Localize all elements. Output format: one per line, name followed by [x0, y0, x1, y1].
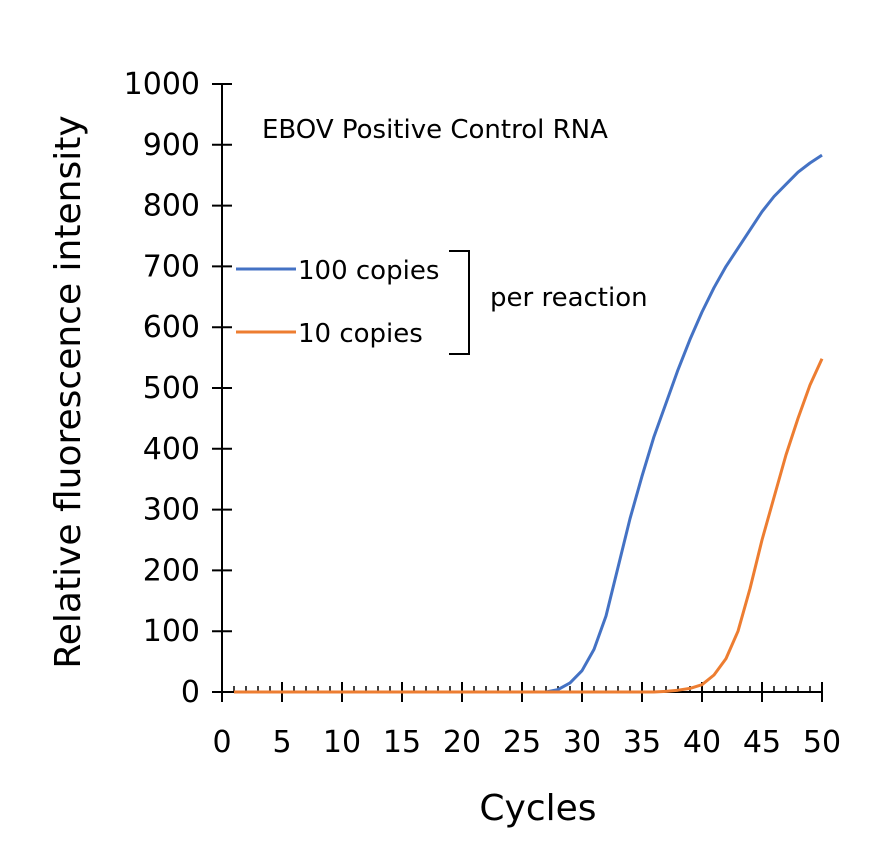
y-tick-label: 0 — [181, 675, 200, 710]
y-axis-title: Relative fluorescence intensity — [48, 115, 89, 668]
y-tick-label: 900 — [143, 128, 200, 163]
y-tick-label: 600 — [143, 310, 200, 345]
x-tick-label: 50 — [803, 725, 841, 760]
series-line-100-copies — [234, 153, 823, 694]
legend-group-label: per reaction — [490, 283, 648, 313]
legend-label-10-copies: 10 copies — [298, 319, 423, 349]
x-tick-label: 5 — [272, 725, 291, 760]
x-tick-label: 30 — [563, 725, 601, 760]
legend-label-100-copies: 100 copies — [298, 256, 439, 286]
y-tick-label: 1000 — [124, 67, 200, 102]
x-tick-label: 15 — [383, 725, 421, 760]
y-tick-label: 100 — [143, 614, 200, 649]
y-tick-label: 500 — [143, 371, 200, 406]
x-tick-label: 10 — [323, 725, 361, 760]
x-tick-label: 35 — [623, 725, 661, 760]
axes: 0 100 200 300 400 500 600 700 800 900 1000 0 5 10 15 20… — [124, 67, 841, 760]
y-tick-label: 200 — [143, 553, 200, 588]
x-tick-label: 20 — [443, 725, 481, 760]
y-tick-label: 300 — [143, 493, 200, 528]
y-tick-label: 400 — [143, 432, 200, 467]
y-tick-label: 800 — [143, 189, 200, 224]
series-line-10-copies — [234, 358, 824, 694]
series-lines — [234, 153, 824, 694]
x-axis-title: Cycles — [479, 788, 596, 829]
legend-bracket — [449, 250, 470, 355]
x-tick-label: 40 — [683, 725, 721, 760]
x-tick-label: 0 — [212, 725, 231, 760]
chart-annotation: EBOV Positive Control RNA — [262, 115, 608, 145]
x-tick-label: 25 — [503, 725, 541, 760]
y-tick-label: 700 — [143, 249, 200, 284]
legend: 100 copies 10 copies per reaction — [236, 250, 648, 355]
x-tick-label: 45 — [743, 725, 781, 760]
